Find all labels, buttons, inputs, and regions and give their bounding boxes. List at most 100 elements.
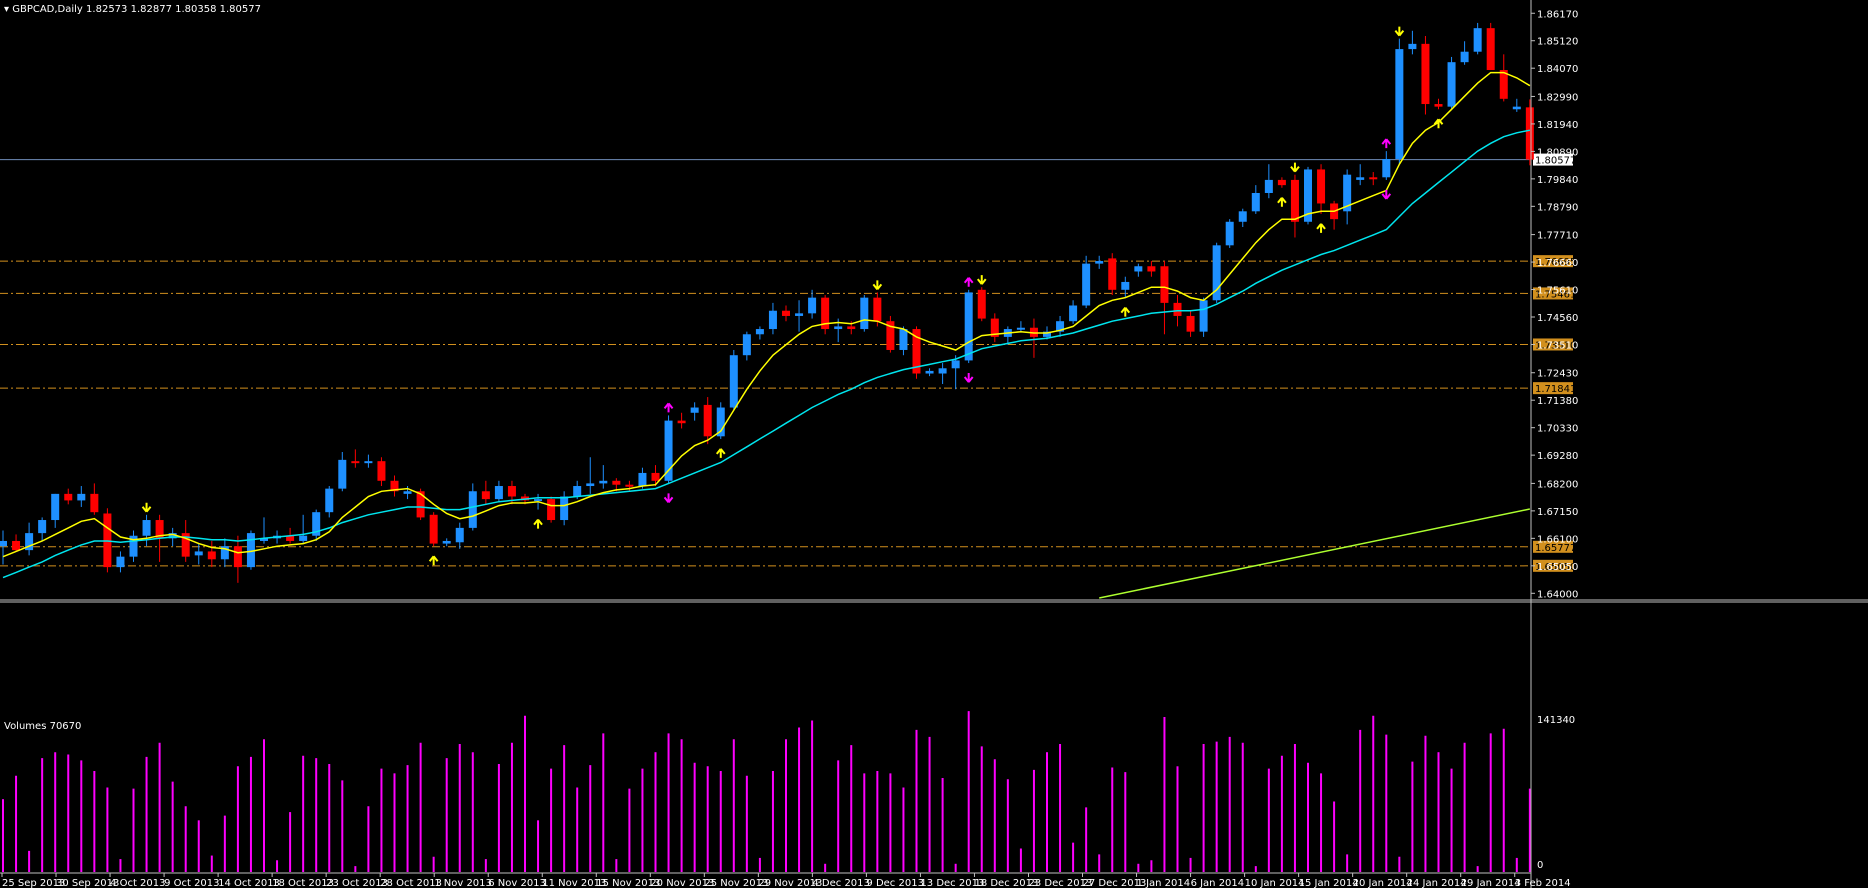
price-tick-label: 1.73510	[1537, 340, 1578, 351]
candle-bear	[612, 480, 621, 485]
arrow-down-icon	[141, 502, 152, 513]
candle-bear	[390, 480, 399, 492]
date-label: 10 Jan 2014	[1245, 878, 1305, 888]
candle-bull	[1134, 266, 1143, 272]
candle-bull	[312, 512, 321, 536]
date-label: 15 Jan 2014	[1299, 878, 1359, 888]
candle-bull	[664, 420, 673, 481]
date-label: 1 Jan 2014	[1137, 878, 1191, 888]
candle-bull	[116, 556, 125, 568]
candle-bull	[25, 533, 34, 551]
candle-bull	[338, 459, 347, 489]
date-label: 18 Dec 2013	[974, 878, 1038, 888]
candle-bear	[847, 326, 856, 330]
date-label: 25 Nov 2013	[704, 878, 768, 888]
candle-bear	[886, 321, 895, 350]
symbol-info: GBPCAD,Daily	[12, 4, 83, 15]
date-label: 9 Oct 2013	[164, 878, 219, 888]
price-tick-label: 1.85120	[1537, 37, 1578, 48]
price-tick-label: 1.72430	[1537, 369, 1578, 380]
candle-bear	[286, 535, 295, 541]
arrow-down-icon	[1290, 162, 1300, 173]
volume-pane	[2, 711, 1531, 872]
candle-bear	[1421, 43, 1430, 105]
level-label: 1.75461	[1535, 289, 1576, 300]
candle-bull	[860, 297, 869, 330]
price-tick-label: 1.76660	[1537, 258, 1578, 269]
price-tick-label: 1.78790	[1537, 202, 1578, 213]
candle-bear	[1499, 70, 1508, 99]
candle-bull	[299, 535, 308, 541]
candle-bear	[677, 420, 686, 424]
arrow-up-icon	[963, 277, 974, 287]
price-tick-label: 1.79840	[1537, 175, 1578, 186]
candle-bull	[142, 520, 151, 536]
arrow-up-icon	[533, 518, 543, 529]
price-tick-label: 1.81940	[1537, 120, 1578, 131]
candle-bear	[1290, 179, 1299, 222]
candle-bear	[377, 461, 386, 481]
horizontal-levels: 1.76695 1.75461 1.73510 1.71841 1.65777 1.650…	[0, 153, 1576, 573]
level-tag	[1533, 559, 1573, 572]
candle-bull	[925, 370, 934, 374]
candle-bull	[573, 486, 582, 497]
arrow-down-icon	[976, 275, 987, 285]
candle-bull	[755, 329, 764, 335]
price-tick-label: 1.77710	[1537, 231, 1578, 242]
price-tick-label: 1.75610	[1537, 286, 1578, 297]
price-tick-label: 1.84070	[1537, 64, 1578, 75]
current-price-tag	[1533, 153, 1573, 166]
menu-triangle-icon[interactable]: ▾	[4, 4, 12, 15]
volume-pane-label: Volumes 70670	[4, 721, 81, 732]
candle-bear	[1369, 177, 1378, 180]
candle-bear	[155, 520, 164, 539]
candle-bull	[77, 493, 86, 501]
candle-bull	[403, 491, 412, 494]
candle-bull	[964, 292, 973, 361]
candle-bull	[442, 540, 451, 544]
candle-bull	[1512, 106, 1521, 110]
date-label: 6 Nov 2013	[488, 878, 546, 888]
candle-bull	[38, 520, 47, 534]
current-price-label: 1.80577	[1535, 156, 1576, 167]
candle-bear	[1525, 107, 1534, 160]
candle-bear	[990, 318, 999, 337]
candle-bear	[977, 289, 986, 319]
candle-bull	[0, 540, 7, 547]
candle-bull	[1121, 281, 1130, 290]
date-label: 4 Oct 2013	[110, 878, 165, 888]
date-label: 27 Dec 2013	[1083, 878, 1147, 888]
candle-bull	[1238, 211, 1247, 222]
date-label: 15 Nov 2013	[596, 878, 660, 888]
candle-bull	[729, 355, 738, 408]
candle-bull	[468, 491, 477, 528]
candle-bear	[507, 486, 516, 497]
date-label: 6 Jan 2014	[1191, 878, 1245, 888]
candle-series	[0, 22, 1534, 583]
candle-bull	[951, 360, 960, 369]
candle-bull	[534, 499, 543, 502]
date-label: 4 Dec 2013	[812, 878, 870, 888]
price-tick-label: 1.82990	[1537, 92, 1578, 103]
candle-bear	[207, 551, 216, 560]
candle-bear	[429, 514, 438, 544]
ma-fast-line	[2, 71, 1531, 558]
candle-bear	[90, 493, 99, 513]
candle-bear	[912, 329, 921, 374]
candle-bear	[1434, 104, 1443, 107]
date-label: 20 Nov 2013	[650, 878, 714, 888]
candle-bull	[194, 551, 203, 556]
candle-bull	[129, 535, 138, 557]
level-label: 1.71841	[1535, 384, 1576, 395]
candle-bear	[12, 540, 21, 551]
candle-bull	[834, 326, 843, 330]
candle-bear	[1186, 315, 1195, 332]
date-label: 29 Nov 2013	[758, 878, 822, 888]
price-tick-label: 1.67150	[1537, 507, 1578, 518]
level-label: 1.65050	[1535, 562, 1576, 573]
arrow-down-icon	[663, 493, 674, 504]
arrow-up-icon	[1316, 223, 1326, 233]
price-tick-label: 1.74560	[1537, 313, 1578, 324]
candle-bull	[795, 313, 804, 316]
date-label: 11 Nov 2013	[542, 878, 606, 888]
